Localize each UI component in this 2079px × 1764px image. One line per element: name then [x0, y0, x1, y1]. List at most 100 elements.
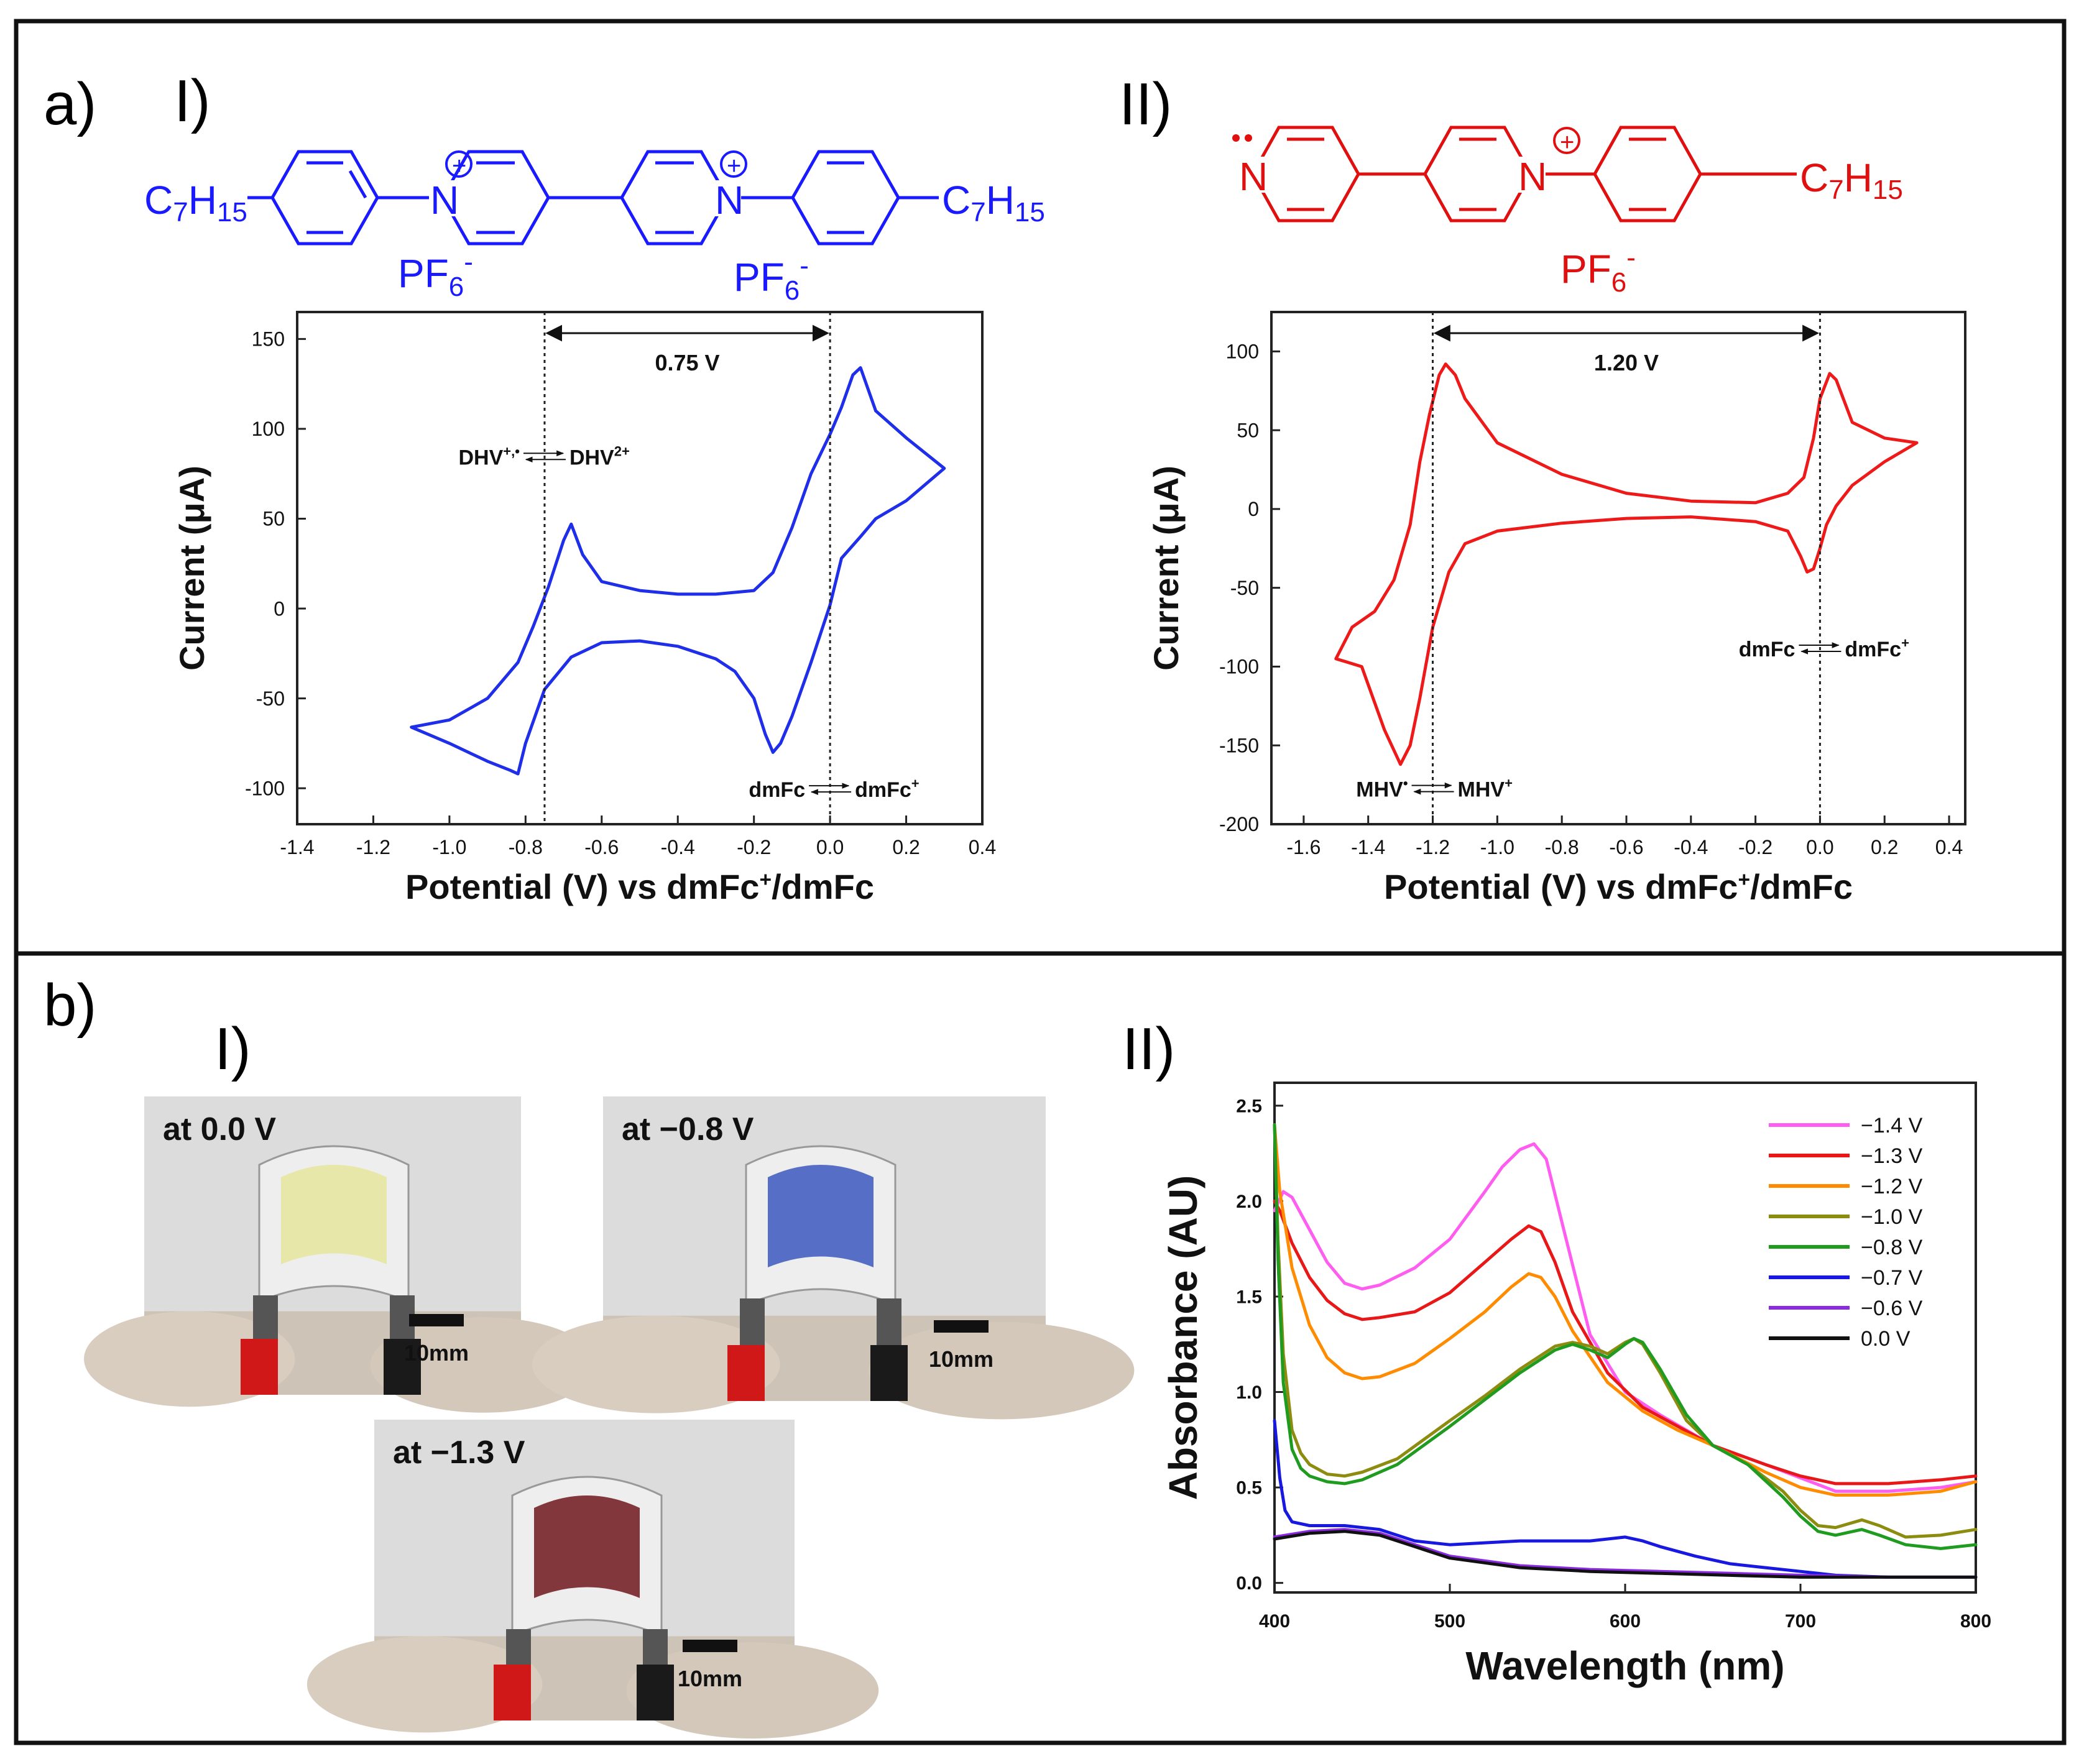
y-axis-label: Absorbance (AU) [1161, 1175, 1205, 1500]
photo-caption: at −1.3 V [393, 1435, 525, 1471]
x-tick-label: 0.4 [969, 836, 996, 858]
mol1-right-alkyl: C7H15 [942, 178, 1045, 227]
y-tick-label: 50 [262, 508, 285, 530]
x-tick-label: -1.2 [356, 836, 390, 858]
clip-right-black [870, 1345, 908, 1401]
y-tick-label: 2.5 [1236, 1096, 1262, 1116]
redox-label-right: dmFc+ [855, 776, 920, 802]
y-tick-label: 0.0 [1236, 1573, 1262, 1594]
molecule-mhv-labels: N N + C7H15 PF6- [1232, 129, 1903, 298]
legend-label: −1.2 V [1861, 1175, 1923, 1198]
x-tick-label: -0.6 [1609, 836, 1643, 858]
x-tick-label: -0.2 [737, 836, 771, 858]
clip-left-red [727, 1345, 765, 1401]
absorbance-chart: 400 500 600 700 800 0.0 0.5 1.0 1.5 2.0 2.5 Absorba… [1161, 1082, 1991, 1688]
mol1-left-alkyl: C7H15 [144, 178, 247, 227]
electrochromic-area [534, 1495, 640, 1598]
x-tick-label: -1.0 [432, 836, 466, 858]
x-tick-label: 400 [1259, 1611, 1290, 1632]
y-tick-label: 100 [252, 418, 285, 440]
y-axis-label: Current (μA) [1146, 466, 1186, 671]
lone-pair-dot [1232, 134, 1240, 142]
series-line [410, 366, 946, 776]
molecule-dhv-labels: N + N + C7H15 C7H15 PF6- PF6- [144, 152, 1045, 306]
mol1-n-right: N [715, 178, 744, 223]
y-tick-label: 50 [1237, 419, 1259, 441]
redox-label-left: DHV+,• [458, 443, 519, 469]
x-tick-label: -0.2 [1738, 836, 1772, 858]
photo-1: at 0.0 V 10mm [84, 1096, 597, 1413]
series-line [1334, 362, 1919, 766]
lone-pair-dot [1245, 134, 1252, 142]
legend-label: −1.4 V [1861, 1114, 1923, 1137]
cv-chart-dhv: -1.4 -1.2 -1.0 -0.8 -0.6 -0.4 -0.2 0.0 0.2 0.4 -10… [172, 311, 996, 906]
x-tick-label: -1.0 [1480, 836, 1514, 858]
scale-bar-label: 10mm [404, 1340, 469, 1366]
y-tick-label: 1.5 [1236, 1287, 1262, 1307]
scale-bar [934, 1320, 989, 1333]
panel-b-label: b) [44, 972, 96, 1039]
legend-label: −0.6 V [1861, 1297, 1923, 1320]
x-tick-label: 600 [1610, 1611, 1641, 1632]
redox-label-left: dmFc [749, 778, 805, 802]
x-tick-label: -1.6 [1286, 836, 1321, 858]
y-tick-label: -200 [1219, 813, 1259, 835]
gap-label: 0.75 V [655, 350, 719, 375]
mol1-plus-left: + [452, 152, 466, 180]
mol2-anion: PF6- [1560, 242, 1636, 298]
x-tick-label: 700 [1785, 1611, 1816, 1632]
redox-label-left: dmFc [1739, 638, 1796, 661]
y-tick-label: 150 [252, 328, 285, 351]
electrochromic-area [768, 1165, 874, 1267]
panel-a-label: a) [44, 71, 96, 137]
x-tick-label: 0.4 [1935, 836, 1963, 858]
y-tick-label: -50 [256, 687, 285, 710]
legend-label: −0.8 V [1861, 1236, 1923, 1259]
molecule-dhv [247, 150, 939, 246]
redox-label-right: dmFc+ [1845, 635, 1909, 661]
mol2-n-right: N [1518, 154, 1547, 199]
mol2-n-left: N [1239, 154, 1268, 199]
legend-label: 0.0 V [1861, 1327, 1911, 1351]
photo-3: at −1.3 V 10mm [307, 1420, 879, 1739]
redox-label-right: DHV2+ [569, 443, 630, 469]
x-tick-label: 0.0 [1806, 836, 1833, 858]
x-tick-label: -0.4 [1674, 836, 1708, 858]
x-axis-label: Wavelength (nm) [1465, 1643, 1784, 1688]
plot-frame [1270, 311, 1966, 825]
mol2-plus: + [1560, 129, 1574, 156]
device-photos: at 0.0 V 10mm at −0.8 V 10mm at −1.3 V 10mm [84, 1096, 1135, 1739]
x-tick-label: -1.4 [1351, 836, 1385, 858]
series-line [1273, 1530, 1978, 1579]
photo-caption: at 0.0 V [163, 1111, 276, 1147]
panel-a-sub2: II) [1119, 71, 1172, 137]
x-tick-label: -0.8 [1545, 836, 1579, 858]
mol1-plus-right: + [727, 152, 741, 180]
x-tick-label: 800 [1960, 1611, 1991, 1632]
x-tick-label: -0.4 [661, 836, 695, 858]
hand-shape [370, 1317, 597, 1413]
clip-left-red [241, 1339, 278, 1395]
x-tick-label: -0.8 [509, 836, 543, 858]
x-tick-label: -1.4 [280, 836, 314, 858]
x-axis-label: Potential (V) vs dmFc+/dmFc [405, 867, 874, 906]
clip-right-black [384, 1339, 421, 1395]
y-tick-label: 0 [274, 597, 285, 620]
redox-label-right: MHV+ [1458, 776, 1513, 802]
hand-shape [626, 1642, 879, 1739]
x-tick-label: 0.2 [892, 836, 920, 858]
scale-bar [409, 1314, 464, 1326]
y-tick-label: 2.0 [1236, 1192, 1262, 1212]
photo-caption: at −0.8 V [622, 1111, 754, 1147]
clip-right-black [637, 1665, 674, 1720]
series-line [1273, 1123, 1978, 1550]
molecule-mhv [1251, 126, 1797, 223]
panel-b-sub2: II) [1122, 1016, 1175, 1082]
mol1-n-left: N [430, 178, 459, 223]
panel-b-sub1: I) [214, 1016, 251, 1082]
legend-label: −1.3 V [1861, 1144, 1923, 1168]
clip-left-red [494, 1665, 531, 1720]
panel-a-frame [14, 19, 2067, 956]
legend-label: −1.0 V [1861, 1205, 1923, 1229]
hand-shape [307, 1636, 543, 1733]
